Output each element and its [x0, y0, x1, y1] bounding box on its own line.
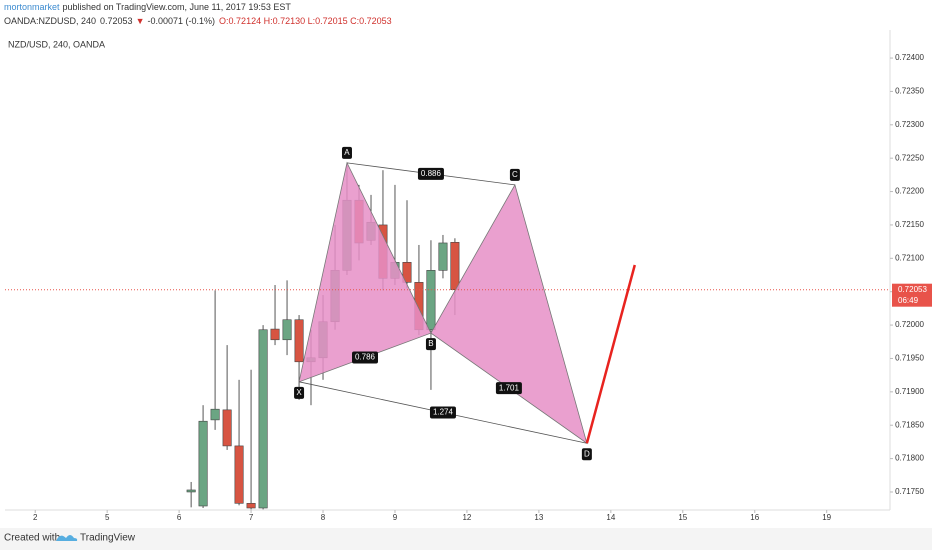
last-price-label: 0.72053	[898, 285, 927, 294]
projection-line	[585, 264, 636, 444]
x-tick-label: 9	[393, 513, 398, 522]
down-arrow: ▼	[136, 16, 145, 26]
x-tick-label: 6	[177, 513, 182, 522]
point-box	[341, 146, 352, 159]
change: -0.00071 (-0.1%)	[148, 16, 216, 26]
ratio-label: 1.274	[433, 408, 454, 417]
ratio-box	[417, 167, 444, 180]
candle-body	[246, 503, 256, 509]
y-tick-label: 0.72100	[895, 253, 924, 262]
candle-body	[282, 319, 292, 341]
candle-body	[270, 328, 280, 341]
brand[interactable]: TradingView	[80, 533, 136, 544]
point-label: X	[296, 388, 302, 397]
candle-body	[426, 270, 436, 331]
point-box	[581, 448, 592, 461]
candle-body	[258, 329, 268, 509]
published: published on TradingView.com, June 11, 2…	[63, 2, 292, 12]
countdown: 06:49	[898, 296, 919, 305]
candle-body	[450, 241, 460, 290]
y-tick-label: 0.71850	[895, 420, 924, 429]
x-tick-label: 5	[105, 513, 110, 522]
y-tick-label: 0.71800	[895, 454, 924, 463]
quote-line: OANDA:NZDUSD, 240 0.72053 ▼ -0.00071 (-0.1%…	[4, 16, 392, 26]
footer-bar	[0, 528, 932, 550]
y-tick-label: 0.72150	[895, 220, 924, 229]
point-label: D	[584, 449, 590, 458]
x-tick-label: 13	[534, 513, 543, 522]
point-box	[509, 168, 520, 181]
candle-body	[294, 319, 304, 363]
y-tick-label: 0.72200	[895, 187, 924, 196]
point-label: A	[344, 148, 350, 157]
last-price-box	[892, 283, 932, 307]
point-box	[425, 338, 436, 351]
ratio-label: 0.786	[355, 353, 376, 362]
y-tick-label: 0.71900	[895, 387, 924, 396]
candle-body	[402, 262, 412, 283]
y-tick-label: 0.72400	[895, 53, 924, 62]
ratio-label: 0.886	[421, 169, 442, 178]
x-tick-label: 19	[822, 513, 831, 522]
candle-body	[198, 420, 208, 507]
ratio-box	[352, 351, 379, 364]
x-tick-label: 16	[750, 513, 759, 522]
candle-body	[222, 409, 232, 447]
ratio-label: 1.701	[499, 383, 520, 392]
candle-body	[186, 489, 196, 493]
point-box	[294, 386, 305, 399]
symbol: OANDA:NZDUSD, 240	[4, 16, 96, 26]
created-with: Created with	[4, 533, 60, 544]
ratio-box	[495, 382, 522, 395]
candle-body	[210, 408, 220, 421]
y-tick-label: 0.71750	[895, 487, 924, 496]
y-tick-label: 0.72000	[895, 320, 924, 329]
candle-body	[234, 445, 244, 504]
quote: 0.72053	[100, 16, 133, 26]
x-tick-label: 15	[678, 513, 687, 522]
chart-title: NZD/USD, 240, OANDA	[8, 39, 105, 49]
y-tick-label: 0.72250	[895, 153, 924, 162]
ratio-box	[429, 406, 456, 419]
point-label: C	[512, 170, 518, 179]
x-tick-label: 7	[249, 513, 254, 522]
logo-icon	[56, 535, 78, 541]
header-line: mortonmarket published on TradingView.com…	[4, 2, 291, 12]
y-tick-label: 0.72300	[895, 120, 924, 129]
x-tick-label: 14	[606, 513, 615, 522]
point-label: B	[428, 339, 433, 348]
x-tick-label: 8	[321, 513, 326, 522]
candle-body	[438, 242, 448, 271]
y-tick-label: 0.72350	[895, 87, 924, 96]
x-tick-label: 2	[33, 513, 38, 522]
y-tick-label: 0.71950	[895, 354, 924, 363]
x-tick-label: 12	[462, 513, 471, 522]
ohlc: O:0.72124 H:0.72130 L:0.72015 C:0.72053	[219, 16, 392, 26]
author[interactable]: mortonmarket	[4, 2, 60, 12]
